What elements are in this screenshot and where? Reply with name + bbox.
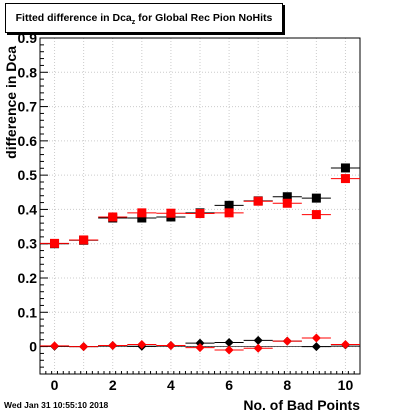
data-point-diamond — [224, 345, 234, 355]
data-point-square — [282, 198, 292, 208]
x-axis-label: No. of Bad Points — [243, 397, 360, 413]
timestamp-label: Wed Jan 31 10:55:10 2018 — [4, 400, 109, 410]
data-point-diamond — [50, 341, 60, 351]
x-tick-label: 2 — [109, 377, 117, 393]
title-subscript: z — [131, 19, 136, 27]
x-tick-label: 6 — [225, 377, 233, 393]
data-point-square — [137, 208, 147, 218]
tick-layer: 0 0.1 0.2 0.3 0.4 0.5 0.6 0.7 0.8 0.9 0 2 4 6 8 10 — [18, 30, 361, 393]
y-tick-label: 0.9 — [18, 30, 38, 46]
x-tick-label: 10 — [338, 377, 354, 393]
chart-title: Fitted difference in Dcaz for Global Rec… — [6, 12, 282, 26]
y-tick-label: 0.1 — [18, 304, 38, 320]
data-point-diamond — [166, 341, 176, 351]
data-point-diamond — [253, 335, 263, 345]
data-point-square — [50, 238, 60, 248]
x-tick-label: 4 — [167, 377, 175, 393]
data-point-diamond — [195, 343, 205, 353]
x-tick-label: 0 — [51, 377, 59, 393]
y-tick-label: 0 — [29, 339, 37, 355]
data-point-square — [108, 212, 118, 222]
data-point-diamond — [311, 333, 321, 343]
data-point-square — [340, 174, 350, 184]
y-axis-label: difference in Dca — [3, 46, 19, 159]
data-point-square — [340, 163, 350, 173]
data-point-square — [311, 210, 321, 220]
data-point-diamond — [340, 340, 350, 350]
data-point-diamond — [108, 341, 118, 351]
data-point-square — [224, 200, 234, 210]
marks-layer — [40, 163, 360, 355]
data-point-square — [282, 192, 292, 202]
title-box: Fitted difference in Dcaz for Global Rec… — [5, 3, 283, 33]
data-point-diamond — [282, 336, 292, 346]
data-point-diamond — [224, 337, 234, 347]
y-tick-label: 0.7 — [18, 99, 38, 115]
plot-frame — [39, 37, 361, 375]
data-point-diamond — [253, 343, 263, 353]
data-point-diamond — [311, 342, 321, 352]
data-point-square — [137, 213, 147, 223]
data-point-square — [224, 208, 234, 218]
data-point-square — [166, 208, 176, 218]
data-point-square — [195, 209, 205, 219]
y-tick-label: 0.2 — [18, 270, 38, 286]
data-point-square — [253, 196, 263, 206]
y-tick-label: 0.5 — [18, 167, 38, 183]
y-tick-label: 0.3 — [18, 236, 38, 252]
data-point-square — [79, 235, 89, 245]
data-point-diamond — [79, 342, 89, 352]
data-point-diamond — [137, 340, 147, 350]
x-tick-label: 8 — [283, 377, 291, 393]
y-tick-label: 0.8 — [18, 64, 38, 80]
grid-layer — [40, 37, 360, 374]
data-point-square — [311, 193, 321, 203]
title-rest: for Global Rec Pion NoHits — [135, 12, 273, 24]
y-tick-label: 0.4 — [18, 201, 38, 217]
y-tick-label: 0.6 — [18, 133, 38, 149]
title-main: Fitted difference in Dca — [15, 12, 132, 24]
